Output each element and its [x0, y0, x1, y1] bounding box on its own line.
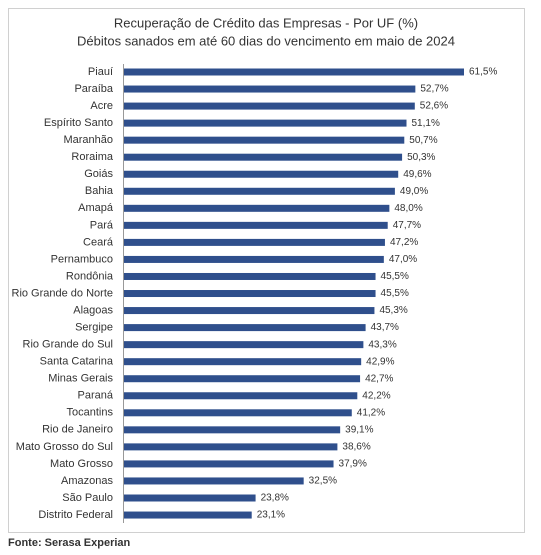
value-label: 23,8%: [261, 493, 289, 504]
bar: [124, 443, 338, 451]
y-tick-label: Amazonas: [61, 475, 113, 487]
value-label: 42,9%: [366, 356, 394, 367]
value-label: 41,2%: [357, 407, 385, 418]
value-label: 47,7%: [393, 220, 421, 231]
y-tick-label: Mato Grosso: [50, 458, 113, 470]
value-label: 50,7%: [409, 135, 437, 146]
y-tick-label: Rondônia: [66, 270, 114, 282]
bar: [124, 204, 390, 212]
bar: [124, 255, 384, 263]
value-label: 43,7%: [371, 322, 399, 333]
y-tick-label: Pará: [90, 219, 114, 231]
bar: [124, 460, 334, 468]
value-label: 43,3%: [368, 339, 396, 350]
value-label: 61,5%: [469, 67, 497, 78]
y-tick-label: Rio de Janeiro: [42, 424, 113, 436]
source: Fonte: Serasa Experian: [8, 537, 131, 549]
y-tick-label: Santa Catarina: [40, 356, 114, 368]
bar: [124, 307, 375, 315]
value-label: 38,6%: [342, 442, 370, 453]
y-tick-label: Paraíba: [74, 83, 113, 95]
bar: [124, 324, 366, 332]
value-label: 49,0%: [400, 186, 428, 197]
bar: [124, 153, 403, 161]
y-tick-label: Amapá: [78, 202, 114, 214]
chart-subtitle: Débitos sanados em até 60 dias do vencim…: [77, 33, 455, 48]
y-tick-label: São Paulo: [62, 492, 113, 504]
value-label: 47,2%: [390, 237, 418, 248]
value-label: 37,9%: [339, 459, 367, 470]
bar: [124, 68, 464, 76]
bar: [124, 477, 304, 485]
value-label: 50,3%: [407, 152, 435, 163]
value-label: 48,0%: [394, 203, 422, 214]
y-tick-label: Distrito Federal: [38, 509, 113, 521]
y-tick-label: Sergipe: [75, 322, 113, 334]
bar: [124, 221, 388, 229]
y-tick-label: Bahia: [85, 185, 114, 197]
bar: [124, 358, 362, 366]
y-tick-label: Espírito Santo: [44, 117, 113, 129]
value-label: 52,7%: [420, 84, 448, 95]
value-label: 52,6%: [420, 101, 448, 112]
value-label: 32,5%: [309, 476, 337, 487]
bar: [124, 426, 341, 434]
value-label: 42,2%: [362, 390, 390, 401]
frame: [8, 8, 525, 533]
value-label: 51,1%: [412, 118, 440, 129]
bar: [124, 494, 256, 502]
bar: [124, 272, 376, 280]
y-tick-label: Acre: [90, 100, 113, 112]
chart-title: Recuperação de Crédito das Empresas - Po…: [114, 15, 418, 30]
y-tick-label: Pernambuco: [51, 253, 113, 265]
bar: [124, 187, 395, 195]
y-tick-label: Rio Grande do Norte: [12, 287, 114, 299]
y-tick-label: Alagoas: [73, 304, 113, 316]
bar: [124, 136, 405, 144]
y-tick-label: Rio Grande do Sul: [23, 339, 114, 351]
y-tick-label: Goiás: [84, 168, 113, 180]
y-tick-label: Minas Gerais: [48, 373, 113, 385]
value-label: 49,6%: [403, 169, 431, 180]
y-tick-label: Mato Grosso do Sul: [16, 441, 113, 453]
bar: [124, 85, 416, 93]
bar: [124, 119, 407, 127]
y-tick-label: Maranhão: [63, 134, 113, 146]
value-label: 45,5%: [381, 288, 409, 299]
bar: [124, 392, 358, 400]
y-tick-label: Paraná: [78, 390, 114, 402]
value-label: 23,1%: [257, 510, 285, 521]
value-label: 45,3%: [379, 305, 407, 316]
bar: [124, 511, 252, 519]
bar: [124, 170, 399, 178]
bar: [124, 102, 415, 110]
value-label: 47,0%: [389, 254, 417, 265]
value-label: 39,1%: [345, 424, 373, 435]
bar: [124, 238, 385, 246]
y-tick-label: Piauí: [88, 66, 113, 78]
bar: [124, 290, 376, 298]
bar: [124, 341, 364, 349]
value-label: 45,5%: [381, 271, 409, 282]
y-tick-label: Ceará: [83, 236, 114, 248]
bar: [124, 375, 361, 383]
y-tick-label: Roraima: [71, 151, 113, 163]
bar: [124, 409, 352, 417]
value-label: 42,7%: [365, 373, 393, 384]
y-tick-label: Tocantins: [67, 407, 114, 419]
